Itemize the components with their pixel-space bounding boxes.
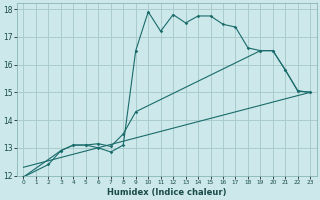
X-axis label: Humidex (Indice chaleur): Humidex (Indice chaleur) [107, 188, 227, 197]
